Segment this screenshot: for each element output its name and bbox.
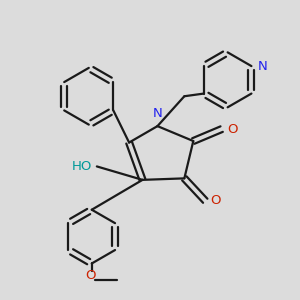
Text: O: O [211, 194, 221, 207]
Text: O: O [85, 269, 95, 282]
Text: HO: HO [71, 160, 92, 173]
Text: O: O [227, 123, 238, 136]
Text: N: N [257, 60, 267, 73]
Text: N: N [153, 106, 162, 119]
